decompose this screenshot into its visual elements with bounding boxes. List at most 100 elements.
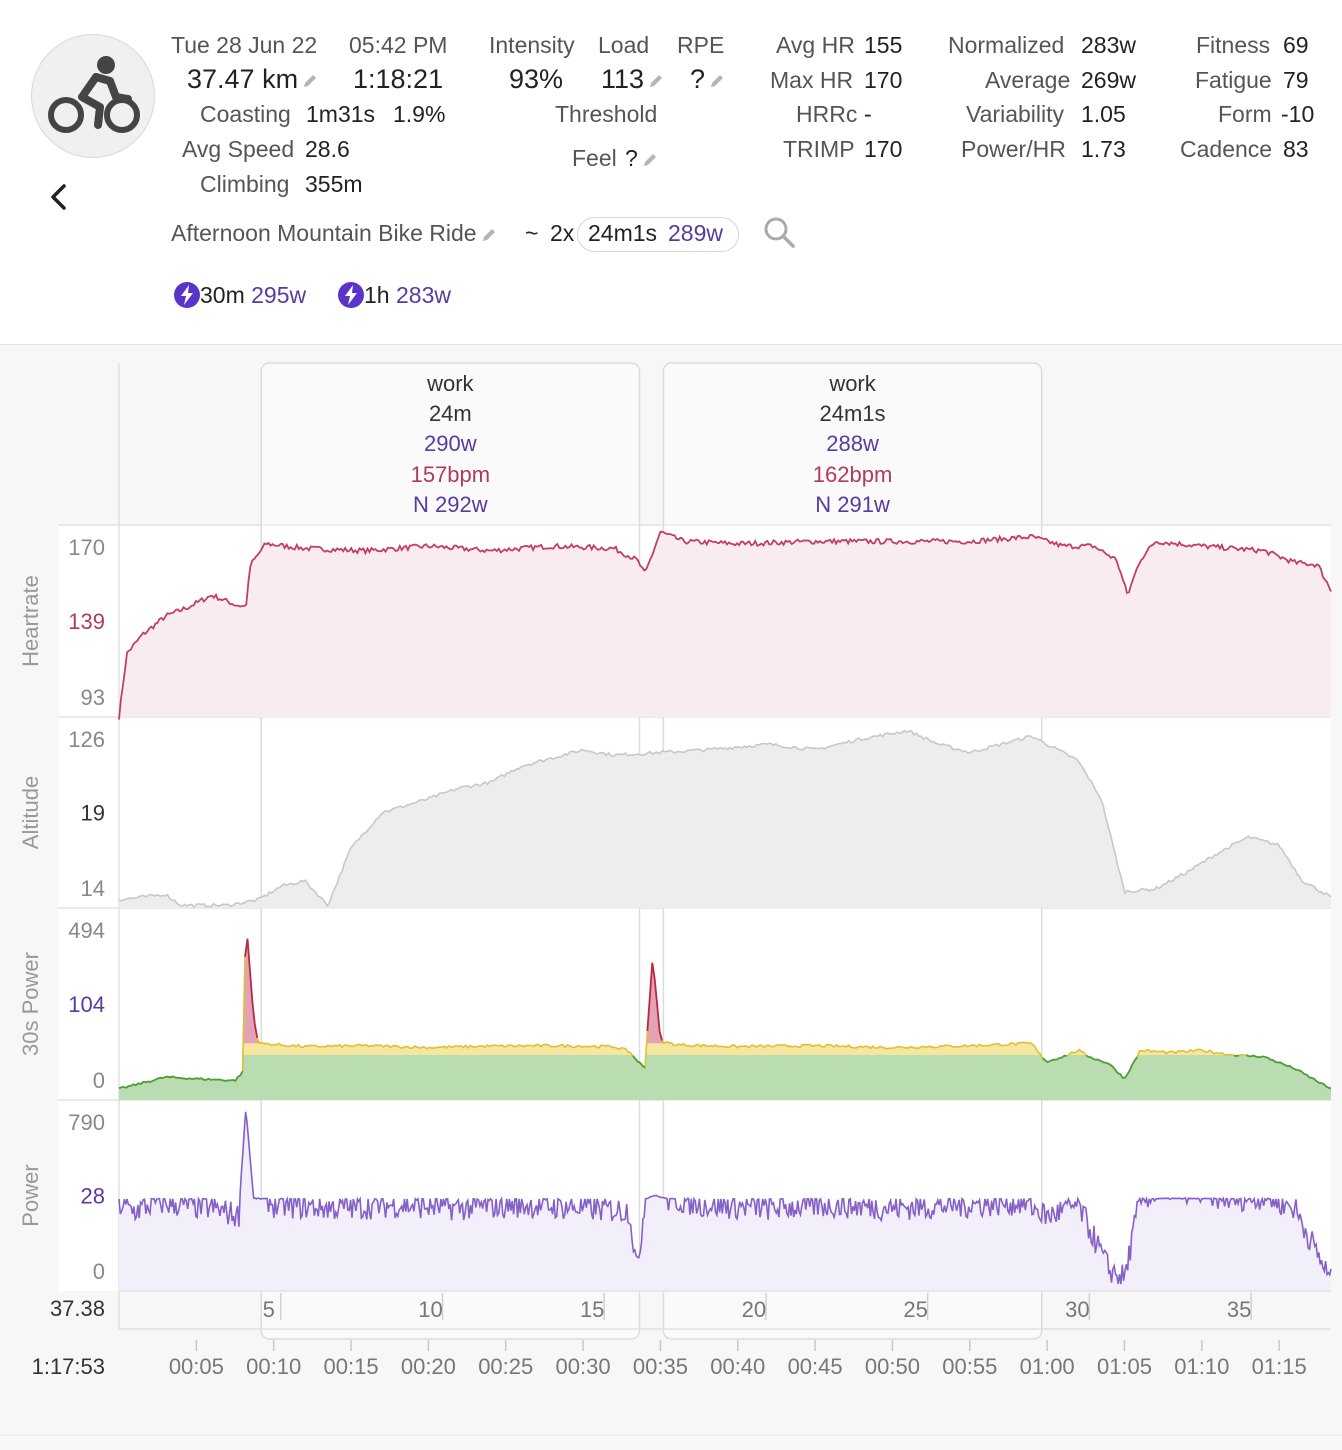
feel-field[interactable]: ? [625,147,659,170]
y-tick-label: 28 [81,1184,105,1209]
feel-label: Feel [572,145,617,171]
y-tick-label: 0 [93,1259,105,1284]
distance-tick-label: 5 [263,1297,275,1322]
activity-chart[interactable]: work 24m 290w 157bpm N 292w work 24m1s 288w 162b… [0,345,1342,1445]
coasting-pct: 1.9% [393,101,446,127]
time-tick-label: 00:15 [324,1354,379,1379]
coasting-time: 1m31s [306,101,376,127]
interval-label: work [426,371,474,396]
time-tick-label: 00:55 [942,1354,997,1379]
distance-value: 37.47 km [187,64,299,94]
heartrate-area [119,531,1331,720]
power-zone-green [119,1055,1331,1100]
lightning-icon [338,282,364,308]
time-tick-label: 00:35 [633,1354,688,1379]
interval-power: 288w [826,431,879,456]
chevron-left-icon [51,184,66,210]
interval-count: 2x [550,220,575,246]
time-tick-label: 01:00 [1020,1354,1075,1379]
fatigue-label: Fatigue [1195,67,1272,93]
y-tick-label: 93 [81,685,105,710]
normalized-value: 283w [1081,32,1136,58]
activity-name-field[interactable]: Afternoon Mountain Bike Ride [171,222,498,245]
interval-separator: ~ [525,220,539,246]
time-tick-label: 01:05 [1097,1354,1152,1379]
time-tick-label: 01:15 [1252,1354,1307,1379]
load-label: Load [598,32,650,58]
rpe-field[interactable]: ? [690,66,726,93]
trimp-label: TRIMP [783,136,855,162]
avg-hr-value: 155 [864,32,903,58]
pencil-icon [711,74,724,87]
y-tick-label: 14 [81,876,105,901]
altitude-area [119,730,1331,908]
duration-value: 1:18:21 [353,64,444,94]
distance-tick-label: 15 [580,1297,604,1322]
trimp-value: 170 [864,136,903,162]
threshold-label: Threshold [555,101,658,127]
time-tick-label: 00:05 [169,1354,224,1379]
time-tick-label: 00:20 [401,1354,456,1379]
activity-time: 05:42 PM [349,32,448,58]
form-value: -10 [1281,101,1315,127]
interval-power: 290w [424,431,477,456]
search-icon [764,217,795,248]
distance-tick-label: 25 [903,1297,927,1322]
avg-speed-value: 28.6 [305,136,350,162]
pencil-icon [643,153,656,166]
coasting-label: Coasting [200,101,291,127]
peak-badge-30m[interactable]: 30m 295w [174,282,306,308]
interval-power: 289w [668,220,723,246]
y-tick-label: 494 [68,918,105,943]
peak-duration: 30m [200,282,245,308]
interval-duration: 24m [429,401,472,426]
interval-normalized-power: N 291w [815,492,890,517]
interval-heartrate: 162bpm [813,462,893,487]
fatigue-value: 79 [1283,67,1309,93]
interval-duration: 24m1s [820,401,886,426]
y-tick-label: 170 [68,535,105,560]
avg-hr-label: Avg HR [776,32,855,58]
y-tick-label: 19 [81,801,105,826]
time-tick-label: 00:30 [556,1354,611,1379]
interval-heartrate: 157bpm [411,462,491,487]
interval-normalized-power: N 292w [413,492,488,517]
power-hr-label: Power/HR [961,136,1066,162]
variability-label: Variability [966,101,1064,127]
interval-summary-chip[interactable] [577,217,739,252]
y-tick-label: 790 [68,1110,105,1135]
climbing-label: Climbing [200,171,290,197]
lightning-icon [174,282,200,308]
max-hr-label: Max HR [770,67,854,93]
pencil-icon [304,74,317,87]
rpe-label: RPE [677,32,725,58]
peak-badge-1h[interactable]: 1h 283w [338,282,451,308]
time-tick-label: 00:40 [710,1354,765,1379]
time-tick-label: 00:25 [478,1354,533,1379]
power-zone-yellow [119,1043,1331,1055]
power-area [119,1111,1331,1291]
power-30s-green-segment [118,1054,1332,1089]
time-tick-label: 00:10 [246,1354,301,1379]
back-button[interactable] [44,178,74,216]
y-tick-label: 126 [68,727,105,752]
activity-type-avatar [31,34,155,158]
peak-power: 283w [395,282,451,308]
time-tick-label: 00:45 [788,1354,843,1379]
distance-tick-label: 30 [1065,1297,1089,1322]
time-readout: 1:17:53 [32,1354,105,1379]
panel-label: Power [18,1164,43,1226]
fitness-value: 69 [1283,32,1309,58]
distance-field[interactable]: 37.47 km [187,66,319,93]
y-tick-label: 0 [93,1068,105,1093]
search-button[interactable] [761,214,797,254]
pencil-icon [482,228,495,241]
hrrc-label: HRRc [796,101,858,127]
pencil-icon [650,74,663,87]
distance-tick-label: 35 [1227,1297,1251,1322]
load-field[interactable]: 113 [601,66,665,93]
load-value: 113 [601,64,645,94]
feel-value: ? [625,145,638,171]
distance-tick-label: 20 [742,1297,766,1322]
interval-label: work [828,371,876,396]
